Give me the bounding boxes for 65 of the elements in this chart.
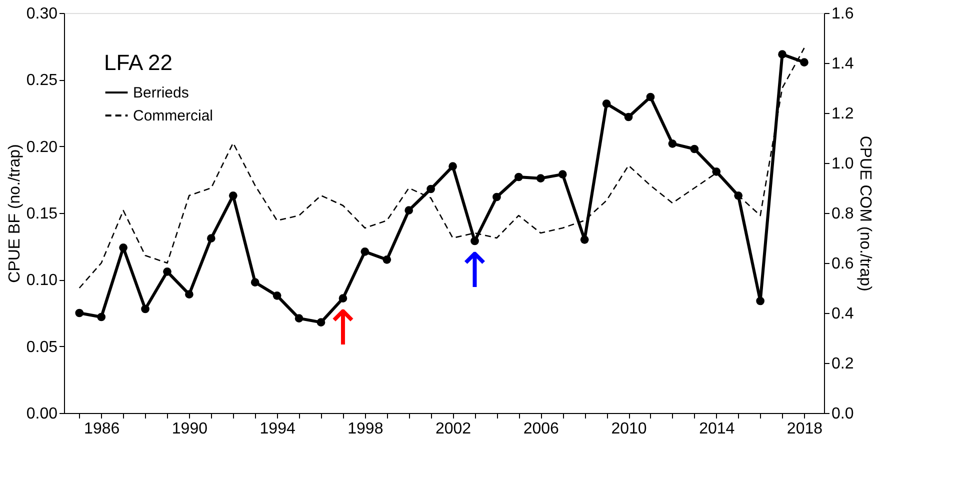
y-tick-label: 0.15: [26, 206, 58, 222]
point: [690, 144, 699, 154]
y-tick-label: 0.20: [26, 138, 58, 156]
y2-tick-label: 0.2: [832, 356, 854, 372]
point: [404, 206, 414, 215]
point: [316, 318, 326, 327]
x-tick-label: 2010: [611, 420, 647, 438]
y2-tick-label: 0.6: [832, 256, 854, 272]
point: [338, 294, 348, 303]
point: [119, 243, 128, 252]
point: [294, 314, 304, 323]
y-tick-label: 0.25: [26, 72, 58, 90]
point: [712, 167, 721, 176]
x-tick-label: 2018: [786, 420, 823, 438]
y2-tick-label: 1.6: [832, 6, 854, 22]
y2-tick-label: 0.4: [832, 306, 854, 322]
point: [470, 236, 479, 246]
point: [514, 172, 523, 182]
annotation: ↑: [322, 300, 364, 356]
point: [272, 291, 282, 300]
point: [624, 112, 633, 122]
point: [448, 162, 457, 171]
y-tick-label: 0.10: [26, 272, 58, 290]
point: [800, 58, 808, 67]
y-tick-label: 0.00: [26, 406, 58, 422]
legend-label: Berrieds: [133, 84, 189, 102]
point: [97, 312, 106, 322]
point: [558, 170, 567, 179]
point: [185, 290, 194, 299]
legend-label: Commercial: [133, 108, 214, 124]
point: [426, 184, 436, 194]
point: [228, 191, 238, 200]
point: [250, 278, 260, 287]
annotation: ↑: [454, 243, 495, 299]
point: [536, 174, 545, 183]
point: [756, 296, 764, 306]
y2-axis-title: CPUE COM (no./trap): [856, 136, 874, 292]
x-tick-label: 1990: [172, 420, 208, 438]
point: [75, 308, 84, 318]
x-tick-label: 1986: [84, 420, 120, 438]
point: [163, 267, 172, 276]
point: [141, 304, 150, 314]
point: [206, 234, 216, 243]
y2-tick-label: 0.0: [832, 406, 854, 422]
x-tick-label: 2002: [435, 420, 472, 438]
y2-tick-label: 1.2: [832, 106, 854, 122]
x-tick-label: 2014: [699, 420, 735, 438]
y2-tick-label: 0.8: [832, 206, 854, 222]
point: [580, 235, 589, 244]
x-tick-label: 1994: [260, 420, 296, 438]
point: [382, 255, 392, 264]
point: [668, 139, 677, 148]
x-tick-label: 1998: [348, 420, 384, 438]
point: [646, 92, 655, 102]
y-axis-title: CPUE BF (no./trap): [6, 144, 24, 283]
y2-tick-label: 1.0: [832, 156, 854, 172]
x-tick-label: 2006: [523, 420, 560, 438]
point: [492, 192, 501, 202]
point: [602, 99, 611, 108]
point: [778, 50, 786, 59]
y2-tick-label: 1.4: [832, 56, 854, 72]
point: [360, 247, 370, 256]
y-tick-label: 0.05: [26, 338, 58, 356]
y-tick-label: 0.30: [26, 6, 58, 22]
legend-title: LFA 22: [104, 50, 173, 75]
